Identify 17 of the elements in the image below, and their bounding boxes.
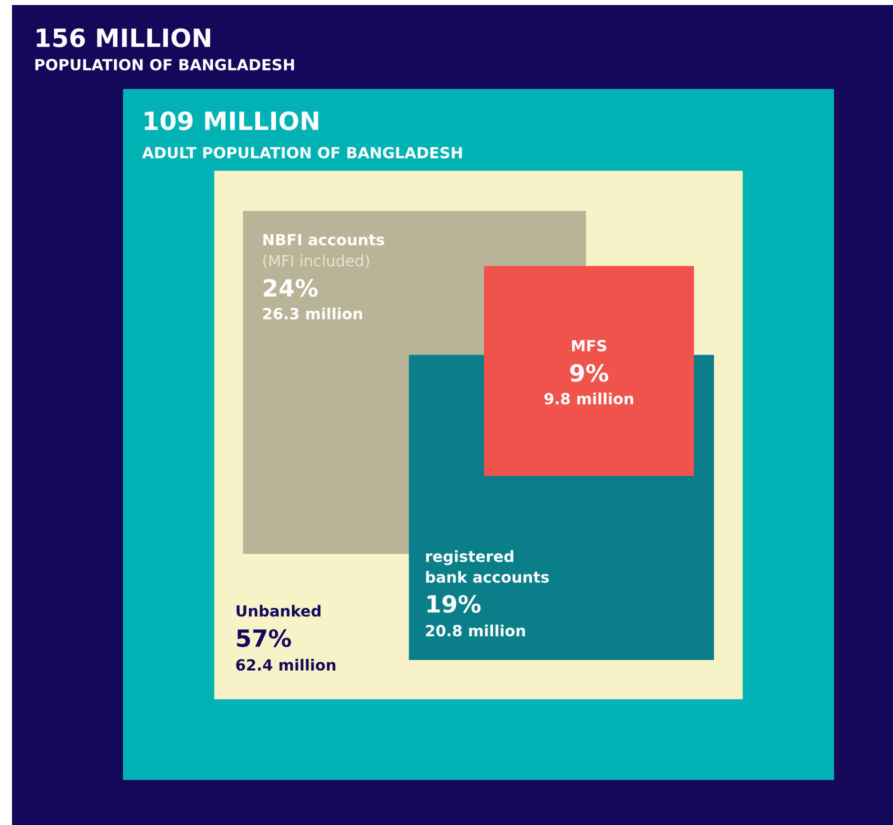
data-label: 19% (428, 594, 481, 613)
data-label: 24% (264, 278, 318, 297)
category-label: registered bank accounts (426, 550, 549, 583)
text: 156 MILLION (36, 28, 210, 48)
data-label: 57% (237, 629, 292, 648)
category-label: Unbanked (236, 604, 320, 617)
data-label: 9% (570, 364, 608, 382)
text: 26.3 million (263, 308, 362, 320)
text: ADULT POPULATION OF BANGLADESH (142, 146, 462, 158)
category-label: MFS (572, 340, 606, 352)
category-label: NBFI accounts (263, 234, 384, 246)
text: POPULATION OF BANGLADESH (35, 58, 294, 70)
text: 62.4 million (236, 658, 336, 671)
text: (MFI included) (263, 254, 369, 268)
text: 20.8 million (426, 624, 525, 636)
text: 9.8 million (544, 392, 634, 404)
text: 109 MILLION (144, 111, 318, 130)
